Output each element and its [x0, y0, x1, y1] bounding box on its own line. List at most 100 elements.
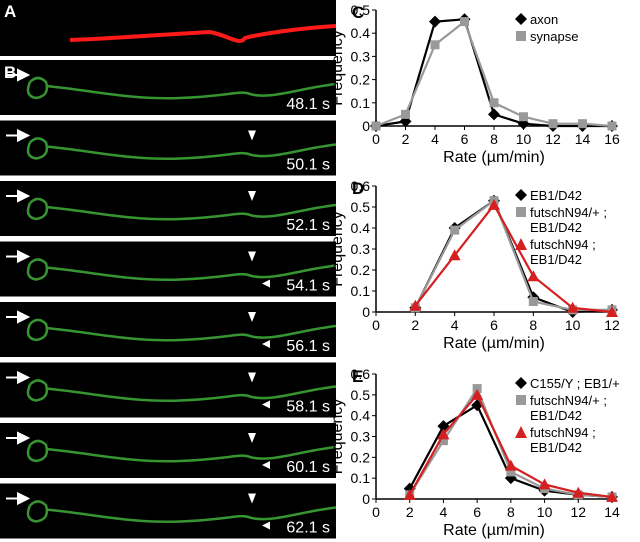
x-axis-label: Rate (µm/min)	[443, 149, 545, 166]
arrow	[6, 431, 31, 445]
legend-item: axon	[514, 12, 638, 27]
legend: EB1/D42 futschN94/+ ; EB1/D42 futschN94 ; …	[514, 188, 638, 269]
arrowhead	[262, 340, 270, 348]
x-tick-label: 16	[604, 131, 620, 147]
y-tick-label: 0.4	[351, 220, 371, 236]
marker	[506, 467, 516, 477]
y-tick-label: 0.5	[351, 387, 371, 403]
x-tick-label: 6	[461, 131, 469, 147]
x-tick-label: 6	[490, 317, 498, 333]
x-tick-label: 2	[406, 504, 414, 520]
x-axis-label: Rate (µm/min)	[443, 335, 545, 352]
x-tick-label: 8	[507, 504, 515, 520]
timestamp: 62.1 s	[286, 520, 330, 537]
marker	[471, 388, 484, 400]
x-tick-label: 10	[537, 504, 553, 520]
arrowhead	[248, 191, 256, 201]
x-tick-label: 2	[411, 317, 419, 333]
y-axis-label: Frequency	[329, 399, 346, 475]
image-panel-a	[0, 0, 336, 56]
timestamp: 58.1 s	[286, 399, 330, 416]
y-tick-label: 0	[362, 491, 370, 507]
marker	[607, 121, 617, 131]
marker	[438, 436, 448, 446]
arrowhead	[262, 279, 270, 288]
x-tick-label: 8	[529, 317, 537, 333]
x-tick-label: 0	[372, 317, 380, 333]
arrow	[6, 370, 31, 385]
y-tick-label: 0.5	[351, 2, 371, 18]
y-tick-label: 0.3	[351, 48, 371, 64]
y-tick-label: 0.1	[351, 283, 371, 299]
arrowhead	[262, 400, 270, 409]
arrowhead	[248, 251, 256, 262]
marker	[527, 270, 540, 282]
y-axis-label: Frequency	[329, 211, 346, 287]
timestamp: 50.1 s	[286, 157, 330, 174]
panel-label: A	[4, 2, 16, 21]
x-tick-label: 12	[604, 317, 620, 333]
series-line	[414, 202, 613, 314]
marker	[401, 109, 410, 119]
y-axis-label: Frequency	[329, 30, 346, 106]
marker	[538, 478, 551, 490]
marker	[409, 299, 422, 311]
neuron-green	[26, 439, 337, 463]
arrowhead	[248, 433, 256, 443]
legend-symbol	[515, 426, 527, 438]
marker	[460, 17, 469, 27]
marker	[489, 98, 499, 108]
arrow	[6, 68, 31, 82]
legend-label: futschN94 ; EB1/D42	[530, 425, 596, 455]
timestamp: 54.1 s	[286, 278, 330, 295]
legend-label: EB1/D42	[530, 188, 583, 203]
neuron-green	[26, 318, 337, 342]
marker	[472, 384, 482, 394]
arrowhead	[248, 312, 256, 322]
timestamp: 60.1 s	[286, 459, 330, 476]
y-tick-label: 0.1	[351, 95, 371, 111]
y-tick-label: 0	[362, 304, 370, 320]
marker	[448, 249, 461, 261]
legend-item: futschN94 ; EB1/D42	[514, 237, 638, 267]
marker	[606, 306, 618, 317]
marker	[566, 301, 579, 313]
y-tick-label: 0.2	[351, 72, 371, 88]
series-line	[414, 198, 612, 311]
timestamp: 56.1 s	[286, 338, 330, 355]
legend-label: futschN94/+ ; EB1/D42	[530, 393, 607, 423]
legend-symbol	[515, 13, 527, 25]
marker	[488, 198, 500, 210]
y-tick-label: 0.5	[351, 199, 371, 215]
marker	[437, 428, 450, 440]
y-tick-label: 0.3	[351, 241, 371, 257]
legend-label: C155/Y ; EB1/+	[530, 376, 620, 391]
marker	[430, 40, 440, 50]
y-tick-label: 0.4	[351, 25, 371, 41]
arrow	[6, 189, 31, 203]
y-tick-label: 0	[362, 118, 370, 134]
x-tick-label: 8	[490, 131, 498, 147]
y-tick-label: 0.3	[351, 429, 371, 445]
arrow	[6, 491, 31, 506]
x-tick-label: 10	[516, 131, 532, 147]
legend-symbol	[516, 31, 526, 41]
x-tick-label: 0	[372, 504, 380, 520]
legend-symbol	[516, 395, 526, 405]
legend-item: futschN94/+ ; EB1/D42	[514, 393, 638, 423]
marker	[403, 488, 416, 500]
timestamp: 48.1 s	[286, 96, 330, 113]
neuron-green	[26, 500, 337, 524]
marker	[578, 119, 587, 129]
marker	[450, 225, 460, 235]
legend: C155/Y ; EB1/+ futschN94/+ ; EB1/D42 futsc…	[514, 376, 638, 457]
neuron-green	[26, 379, 337, 403]
marker	[437, 420, 450, 433]
panel-label: B	[4, 63, 16, 82]
x-tick-label: 14	[575, 131, 591, 147]
arrowhead	[262, 461, 270, 469]
x-tick-label: 0	[372, 131, 380, 147]
x-tick-label: 2	[402, 131, 410, 147]
x-tick-label: 14	[604, 504, 620, 520]
panel-label: E	[352, 367, 363, 386]
